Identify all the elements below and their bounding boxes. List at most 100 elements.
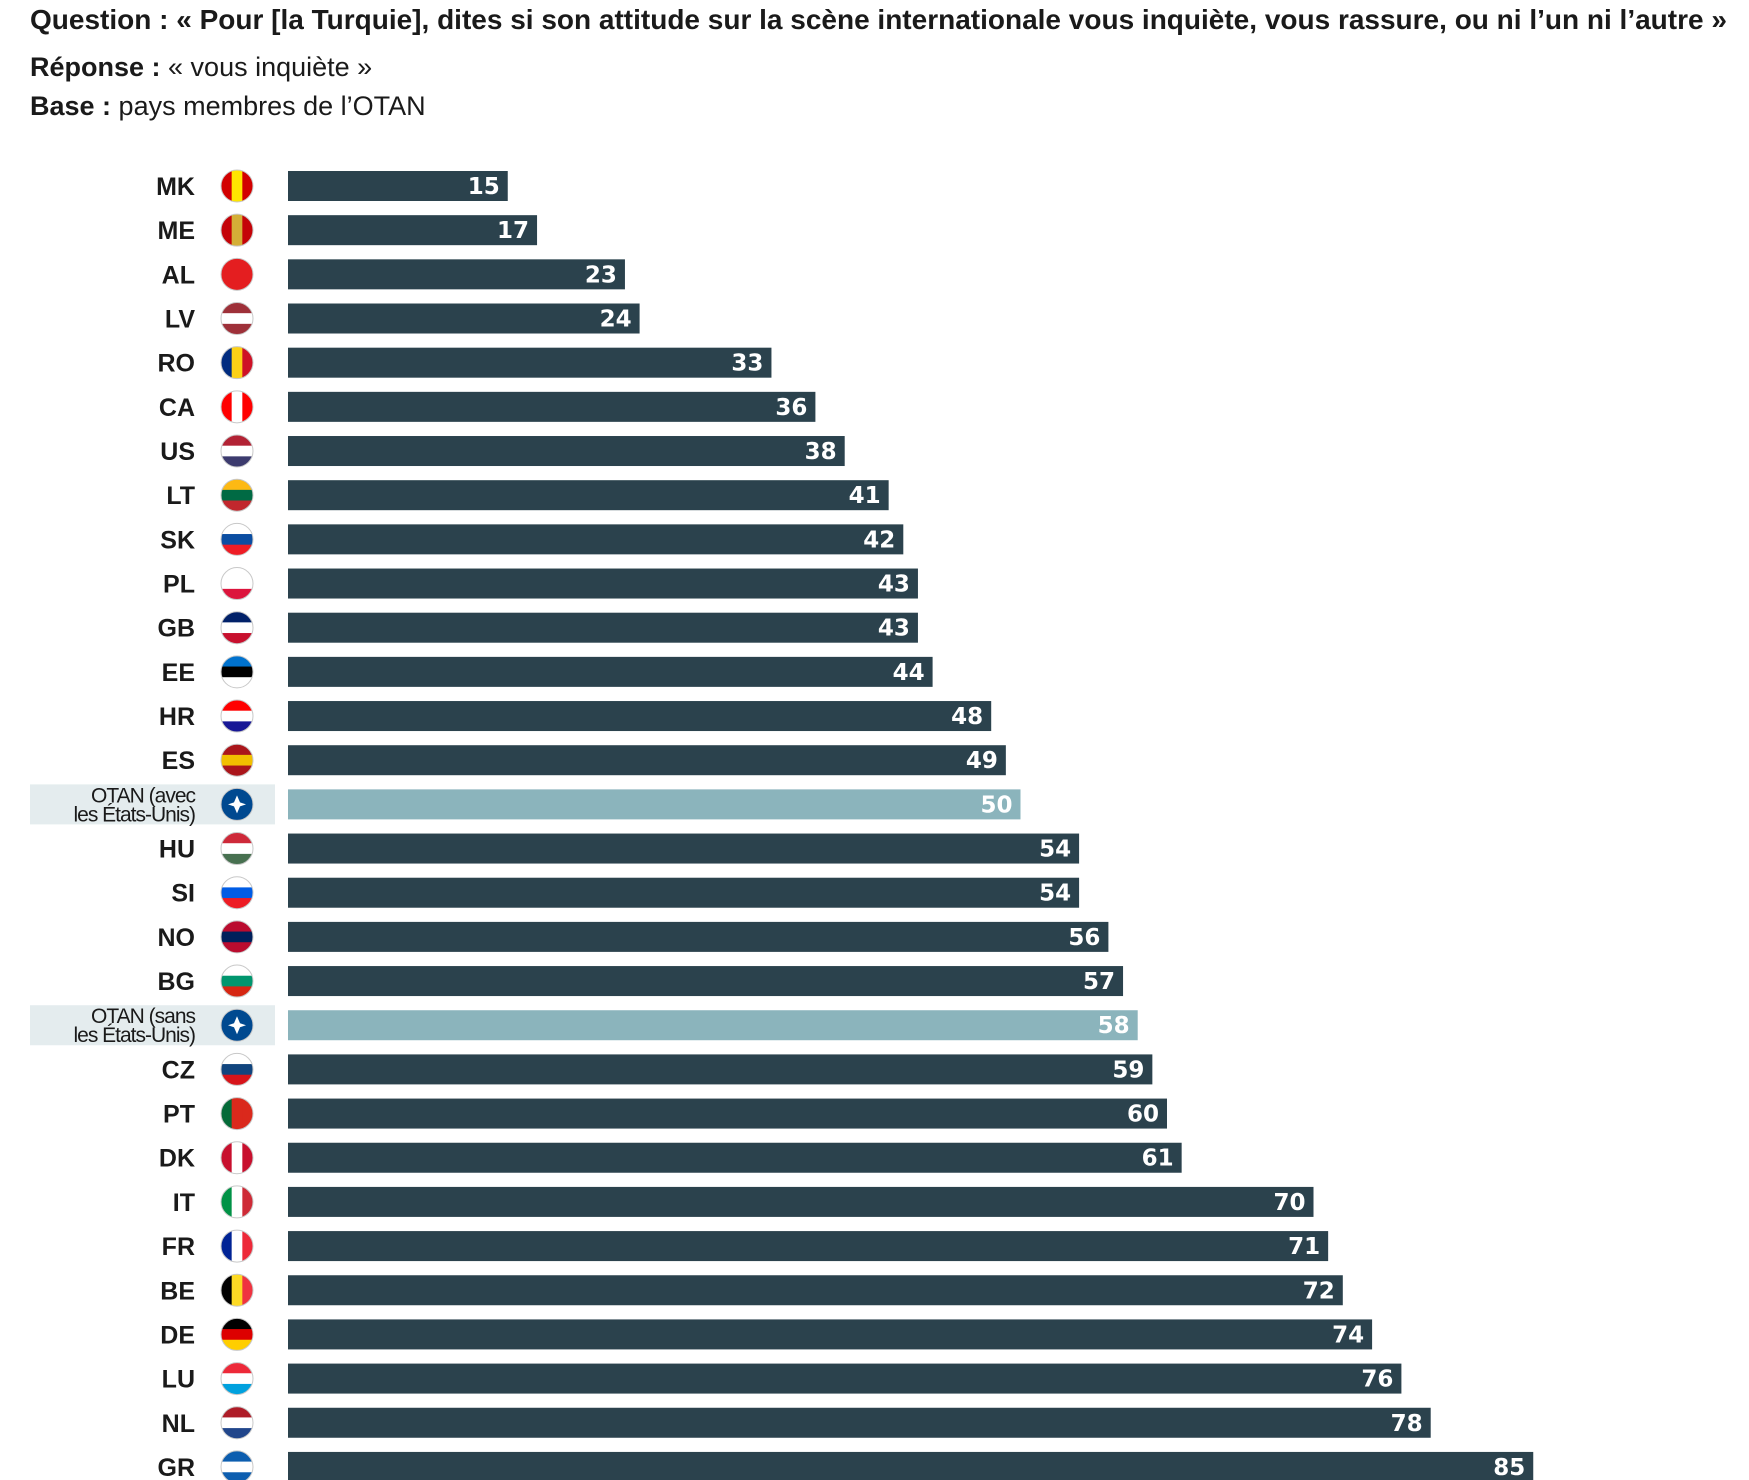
chart-row: BE 72 [160,1273,1343,1307]
flag-stripe [221,931,253,943]
flag-stripe [231,214,243,247]
gb-flag-icon [221,611,253,644]
flag-stripe [242,1274,253,1307]
flag-stripe [231,1097,243,1130]
category-label: DK [159,1145,195,1173]
question-text: « Pour [la Turquie], dites si son attitu… [168,4,1727,35]
sk-flag-icon [221,523,253,556]
flag-stripe [221,479,253,491]
flag-stripe [221,1074,253,1086]
ca-flag-icon [221,390,253,423]
chart-row: ES 49 [162,743,1006,777]
value-label: 38 [805,439,837,465]
category-label-line: les États-Unis) [73,803,195,826]
flag-stripe [221,1383,253,1395]
category-label: HR [159,703,195,731]
flag-stripe [221,677,253,688]
flag-stripe [221,700,253,712]
bar [288,1275,1343,1306]
bar [288,612,918,643]
chart-row: US 38 [160,434,845,468]
flag-outline [220,478,254,512]
bar [288,347,772,378]
category-label: SI [171,880,195,908]
si-flag-icon [221,876,253,909]
flag-outline [220,257,254,291]
category-label: GB [158,615,196,643]
category-label: BG [158,968,196,996]
chart-row: CA 36 [159,390,816,424]
flag-stripe [221,435,253,447]
chart-row: GB 43 [158,611,918,645]
value-label: 17 [497,218,529,244]
flag-stripe [221,765,253,777]
value-label: 33 [731,351,763,377]
flag-stripe [221,544,253,556]
us-flag-icon [221,435,253,468]
flag-stripe [221,853,253,865]
value-label: 76 [1361,1367,1393,1393]
flag-outline [220,876,254,910]
me-flag-icon [221,214,253,247]
flag-stripe [221,1141,233,1174]
bar [288,1142,1182,1173]
bar [288,1054,1153,1085]
flag-outline [220,1450,254,1480]
flag-stripe [221,975,253,987]
chart-row: NO 56 [158,920,1109,954]
flag-stripe [221,302,253,314]
fr-flag-icon [221,1230,253,1263]
al-flag-icon [221,258,253,291]
flag-stripe [221,1373,253,1385]
response-label: Réponse : [30,52,161,82]
bar [288,215,538,246]
flag-stripe [221,1274,233,1307]
response-line: Réponse : « vous inquiète » [30,54,372,81]
flag-stripe [221,1053,253,1065]
category-label: ES [162,747,195,775]
category-label: NL [162,1410,195,1438]
flag-stripe [221,965,253,977]
flag-stripe [231,390,243,423]
bar [288,921,1109,952]
flag-outline [220,964,254,998]
flag-outline [220,1008,254,1042]
flag-stripe [221,1064,253,1076]
chart-row: OTAN (sans les États-Unis) 58 [30,1005,1138,1047]
value-label: 60 [1127,1102,1159,1128]
chart-row: RO 33 [158,346,772,380]
chart-row: SK 42 [160,522,904,556]
flag-stripe [221,170,233,202]
chart-row: CZ 59 [162,1052,1153,1086]
value-label: 50 [980,792,1012,818]
value-label: 72 [1303,1278,1335,1304]
flag-stripe [221,500,253,512]
flag-outline [220,567,254,601]
flag-stripe [221,788,233,821]
flag-stripe [221,523,253,535]
value-label: 78 [1391,1411,1423,1437]
chart-row: HU 54 [159,832,1080,866]
flag-stripe [231,170,243,202]
bar [288,745,1006,776]
value-label: 44 [893,660,925,686]
flag-outline [220,699,254,733]
flag-stripe [231,1274,243,1307]
flag-stripe [221,887,253,899]
flag-stripe [242,1185,253,1218]
bar [288,1098,1167,1129]
flag-outline [220,1317,254,1351]
lv-flag-icon [221,302,253,335]
category-label-line: OTAN (sans [91,1005,195,1028]
chart-row: AL 23 [162,257,625,291]
flag-stripe [231,1230,243,1263]
bar [288,833,1080,864]
bar [288,1451,1534,1480]
flag-stripe [221,1097,233,1130]
flag-stripe [242,346,253,379]
category-label: IT [173,1189,195,1217]
category-label: BE [160,1277,195,1305]
value-label: 54 [1039,881,1071,907]
flag-stripe [221,666,253,678]
flag-outline [220,655,254,689]
